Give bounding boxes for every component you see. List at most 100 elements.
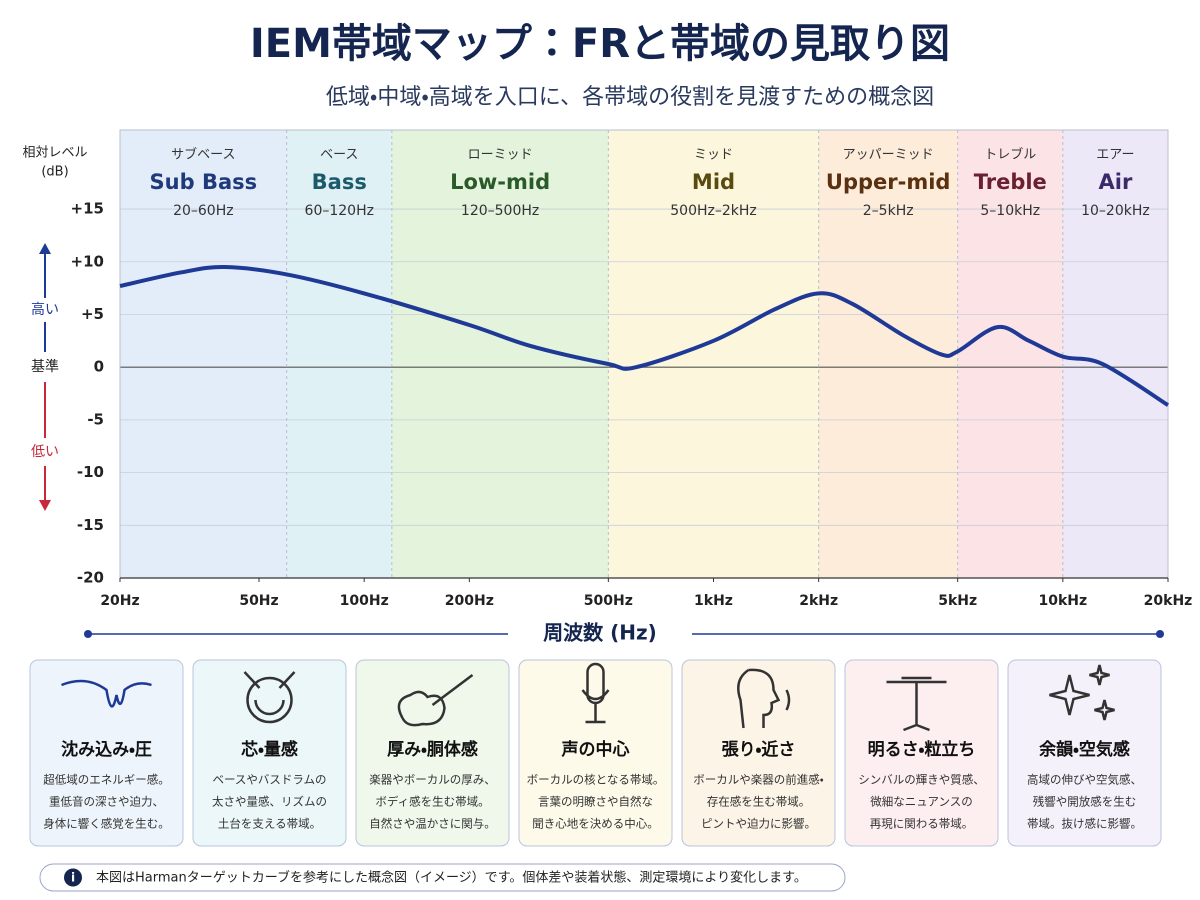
card-text: ピントや迫力に影響。 xyxy=(701,817,816,831)
card-text: ベースやバスドラムの xyxy=(212,773,326,787)
card-text: 超低域のエネルギー感。 xyxy=(43,773,170,787)
card-text: 存在感を生む帯域。 xyxy=(707,795,811,809)
band xyxy=(957,130,1063,578)
arrow-head xyxy=(39,243,51,254)
card-title: 沈み込み・圧 xyxy=(61,739,152,760)
rule-dot xyxy=(1156,630,1164,638)
card xyxy=(681,659,836,847)
band xyxy=(286,130,392,578)
card-text: 帯域。抜け感に影響。 xyxy=(1027,817,1142,831)
card-text: ボディ感を生む帯域。 xyxy=(375,795,489,809)
x-tick-label: 100Hz xyxy=(340,593,389,609)
band xyxy=(608,130,819,578)
y-axis-label: 相対レベル xyxy=(22,146,87,161)
y-tick-label: -10 xyxy=(77,463,104,481)
level-high: 高い xyxy=(31,301,59,318)
card-icon xyxy=(581,662,610,724)
card-icon xyxy=(243,671,296,724)
band xyxy=(818,130,958,578)
band-name: Upper-mid xyxy=(826,170,951,194)
y-tick-label: 0 xyxy=(94,358,104,376)
band-name-ja: エアー xyxy=(1096,148,1134,163)
card-text: 土台を支える帯域。 xyxy=(218,817,321,831)
info-glyph: i xyxy=(71,871,75,885)
card-icon xyxy=(61,679,152,708)
card-text: 高域の伸びや空気感、 xyxy=(1027,773,1142,787)
x-axis-label: 周波数 (Hz) xyxy=(543,621,657,645)
band-name: Mid xyxy=(692,170,735,194)
band-range: 60–120Hz xyxy=(305,203,374,219)
card-text: 重低音の深さや迫力、 xyxy=(49,795,164,809)
x-tick-label: 20kHz xyxy=(1144,593,1193,609)
card-text: 聞き心地を決める中心。 xyxy=(532,817,659,831)
y-tick-label: +15 xyxy=(71,200,104,218)
card-title: 厚み・胴体感 xyxy=(387,739,478,760)
title: IEM帯域マップ：FRと帯域の見取り図 xyxy=(250,21,950,67)
band-name-ja: トレブル xyxy=(984,147,1036,163)
band-range: 2–5kHz xyxy=(863,203,914,219)
band-name: Low-mid xyxy=(450,170,550,194)
x-tick-label: 500Hz xyxy=(584,593,633,609)
x-tick-label: 1kHz xyxy=(694,593,733,609)
x-tick-label: 200Hz xyxy=(445,593,494,609)
rule-dot xyxy=(84,630,92,638)
card-text: 自然さや温かさに関与。 xyxy=(369,817,496,831)
x-tick-label: 5kHz xyxy=(938,593,977,609)
band xyxy=(120,130,287,578)
card-text: ボーカルの核となる帯域。 xyxy=(527,773,665,787)
card-text: 残響や開放感を生む xyxy=(1033,795,1137,809)
card-text: 再現に関わる帯域。 xyxy=(870,817,974,831)
y-axis-label: (dB) xyxy=(41,165,68,180)
level-low: 低い xyxy=(31,444,59,460)
card-title: 芯・量感 xyxy=(241,739,298,760)
band-range: 500Hz–2kHz xyxy=(670,203,757,219)
card-text: 微細なニュアンスの xyxy=(870,795,973,809)
card-text: 身体に響く感覚を生む。 xyxy=(43,817,170,831)
fr-curve xyxy=(119,265,1170,407)
y-tick-label: +10 xyxy=(71,252,104,270)
card-title: 張り・近さ xyxy=(722,739,796,760)
band-name: Bass xyxy=(312,170,367,194)
card-text: 言葉の明瞭さや自然な xyxy=(538,795,653,809)
band-range: 120–500Hz xyxy=(461,203,539,219)
card-icon xyxy=(1049,664,1115,721)
card-icon xyxy=(737,668,791,729)
band-range: 5–10kHz xyxy=(980,203,1040,219)
card xyxy=(29,659,184,847)
band-name: Sub Bass xyxy=(150,170,258,194)
info-icon xyxy=(64,868,82,887)
card-text: 楽器やボーカルの厚み、 xyxy=(369,773,496,787)
card-title: 声の中心 xyxy=(561,739,630,760)
band-name: Air xyxy=(1099,170,1133,194)
card-text: シンバルの輝きや質感、 xyxy=(858,773,985,787)
card-text: 太さや量感、リズムの xyxy=(212,795,327,809)
band-range: 20–60Hz xyxy=(173,203,234,219)
y-tick-label: -20 xyxy=(77,569,104,587)
band-name-ja: ミッド xyxy=(694,148,733,163)
band-range: 10–20kHz xyxy=(1081,203,1150,219)
card xyxy=(844,659,999,847)
note-box xyxy=(39,863,846,892)
card xyxy=(518,659,673,847)
y-tick-label: +5 xyxy=(81,305,104,323)
y-tick-label: -15 xyxy=(77,516,104,534)
card xyxy=(355,659,510,847)
x-tick-label: 2kHz xyxy=(799,593,838,609)
level-ref: 基準 xyxy=(31,358,59,375)
x-tick-label: 50Hz xyxy=(239,593,278,609)
band-name-ja: アッパーミッド xyxy=(843,148,934,163)
band-name: Treble xyxy=(974,170,1047,194)
card-icon xyxy=(397,674,474,727)
card xyxy=(192,659,347,847)
band-name-ja: サブベース xyxy=(171,147,235,163)
subtitle: 低域・中域・高域を入口に、各帯域の役割を見渡すための概念図 xyxy=(326,85,934,110)
card-text: ボーカルや楽器の前進感・ xyxy=(693,773,823,787)
band-name-ja: ベース xyxy=(320,148,358,163)
note: 本図はHarmanターゲットカーブを参考にした概念図（イメージ）です。個体差や装… xyxy=(96,870,807,886)
card xyxy=(1007,659,1162,847)
x-tick-label: 10kHz xyxy=(1039,593,1088,609)
x-tick-label: 20Hz xyxy=(100,593,139,609)
arrow-head xyxy=(39,500,51,511)
